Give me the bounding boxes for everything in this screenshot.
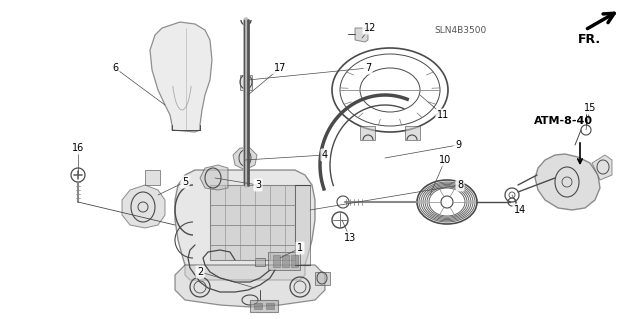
Text: 16: 16: [72, 143, 84, 153]
Text: 1: 1: [297, 243, 303, 253]
Polygon shape: [355, 28, 368, 42]
Polygon shape: [254, 303, 262, 309]
Polygon shape: [150, 22, 212, 132]
Polygon shape: [122, 185, 165, 228]
Text: 6: 6: [112, 63, 118, 73]
Text: 13: 13: [344, 233, 356, 243]
Polygon shape: [266, 303, 274, 309]
Text: 15: 15: [584, 103, 596, 113]
Text: 7: 7: [365, 63, 371, 73]
Polygon shape: [282, 255, 289, 267]
Text: 9: 9: [455, 140, 461, 150]
Text: 12: 12: [364, 23, 376, 33]
Polygon shape: [233, 148, 257, 170]
Text: 8: 8: [457, 180, 463, 190]
Polygon shape: [295, 185, 310, 265]
Polygon shape: [273, 255, 280, 267]
Text: SLN4B3500: SLN4B3500: [435, 26, 487, 35]
Polygon shape: [405, 126, 420, 140]
Text: FR.: FR.: [578, 33, 601, 46]
Polygon shape: [255, 258, 265, 266]
Text: ATM-8-40: ATM-8-40: [534, 116, 593, 126]
Text: 11: 11: [437, 110, 449, 120]
Text: 10: 10: [439, 155, 451, 165]
Text: 5: 5: [182, 177, 188, 187]
Polygon shape: [535, 154, 600, 210]
Polygon shape: [210, 185, 295, 260]
Polygon shape: [291, 255, 298, 267]
Text: 2: 2: [197, 267, 203, 277]
Polygon shape: [360, 126, 375, 140]
Polygon shape: [175, 170, 315, 280]
Polygon shape: [145, 170, 160, 185]
Polygon shape: [175, 265, 325, 307]
Polygon shape: [240, 75, 252, 90]
Text: 14: 14: [514, 205, 526, 215]
Text: 4: 4: [322, 150, 328, 160]
Polygon shape: [250, 300, 278, 312]
Text: 3: 3: [255, 180, 261, 190]
Polygon shape: [200, 165, 228, 190]
Text: 17: 17: [274, 63, 286, 73]
Polygon shape: [268, 252, 300, 270]
Polygon shape: [315, 272, 330, 285]
Polygon shape: [592, 155, 612, 180]
